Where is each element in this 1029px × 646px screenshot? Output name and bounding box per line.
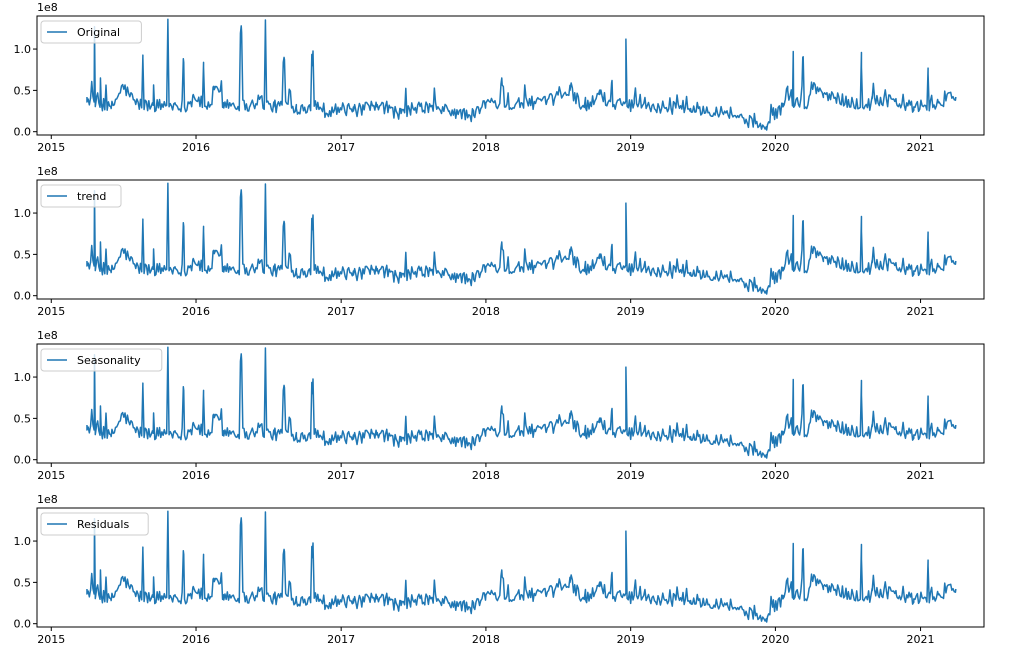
legend-label: Original [77,26,120,39]
y-tick-label: 1.0 [14,371,32,384]
axes-frame [36,343,985,464]
x-tick-label: 2020 [761,141,789,154]
y-tick-label: 1.0 [14,207,32,220]
x-tick-label: 2017 [327,305,355,318]
x-tick-label: 2016 [182,633,210,646]
x-tick-label: 2018 [472,141,500,154]
x-tick-label: 2018 [472,305,500,318]
subplot-2: 0.0 0.5 1.0 2015 2016 2017 2018 2019 2020 2021 1e8… [14,165,985,318]
x-tick-label: 2015 [37,469,65,482]
x-tick-label: 2015 [37,141,65,154]
x-tick-label: 2019 [617,305,645,318]
legend-box [40,184,122,208]
subplot-1: 0.0 0.5 1.0 2015 2016 2017 2018 2019 2020 2021 1e8… [14,1,985,154]
legend: trend [40,184,122,208]
x-tick-label: 2021 [907,305,935,318]
x-tick-label: 2018 [472,469,500,482]
x-tick-label: 2017 [327,633,355,646]
x-tick-label: 2021 [907,633,935,646]
series-line-residuals [86,510,957,623]
x-tick-label: 2019 [617,469,645,482]
series-line-trend [86,182,957,295]
legend-label: Seasonality [77,354,141,367]
legend: Original [40,20,142,44]
y-tick-label: 0.0 [14,126,32,139]
x-tick-label: 2019 [617,633,645,646]
series-line-seasonality [86,346,957,459]
y-tick-label: 0.5 [14,412,32,425]
y-tick-label: 0.0 [14,618,32,631]
axes-frame [36,507,985,628]
legend: Residuals [40,512,149,536]
x-tick-label: 2016 [182,469,210,482]
axes-frame [36,179,985,300]
x-tick-label: 2020 [761,469,789,482]
x-tick-label: 2020 [761,633,789,646]
x-tick-label: 2021 [907,469,935,482]
x-tick-label: 2020 [761,305,789,318]
y-tick-label: 1.0 [14,43,32,56]
legend-label: Residuals [77,518,129,531]
y-offset-label: 1e8 [37,1,58,14]
y-tick-label: 1.0 [14,535,32,548]
legend-box [40,512,149,536]
y-offset-label: 1e8 [37,493,58,506]
x-tick-label: 2017 [327,141,355,154]
y-offset-label: 1e8 [37,165,58,178]
x-tick-label: 2016 [182,305,210,318]
y-offset-label: 1e8 [37,329,58,342]
legend: Seasonality [40,348,163,372]
legend-label: trend [77,190,106,203]
y-tick-label: 0.5 [14,248,32,261]
x-tick-label: 2021 [907,141,935,154]
y-tick-label: 0.0 [14,454,32,467]
axes-frame [36,15,985,136]
x-tick-label: 2016 [182,141,210,154]
legend-box [40,20,142,44]
series-line-original [86,18,957,131]
subplot-4: 0.0 0.5 1.0 2015 2016 2017 2018 2019 2020 2021 1e8… [14,493,985,646]
legend-box [40,348,163,372]
y-tick-label: 0.0 [14,290,32,303]
y-tick-label: 0.5 [14,84,32,97]
x-tick-label: 2015 [37,305,65,318]
y-tick-label: 0.5 [14,576,32,589]
x-tick-label: 2019 [617,141,645,154]
subplot-3: 0.0 0.5 1.0 2015 2016 2017 2018 2019 2020 2021 1e8… [14,329,985,482]
x-tick-label: 2018 [472,633,500,646]
x-tick-label: 2015 [37,633,65,646]
x-tick-label: 2017 [327,469,355,482]
